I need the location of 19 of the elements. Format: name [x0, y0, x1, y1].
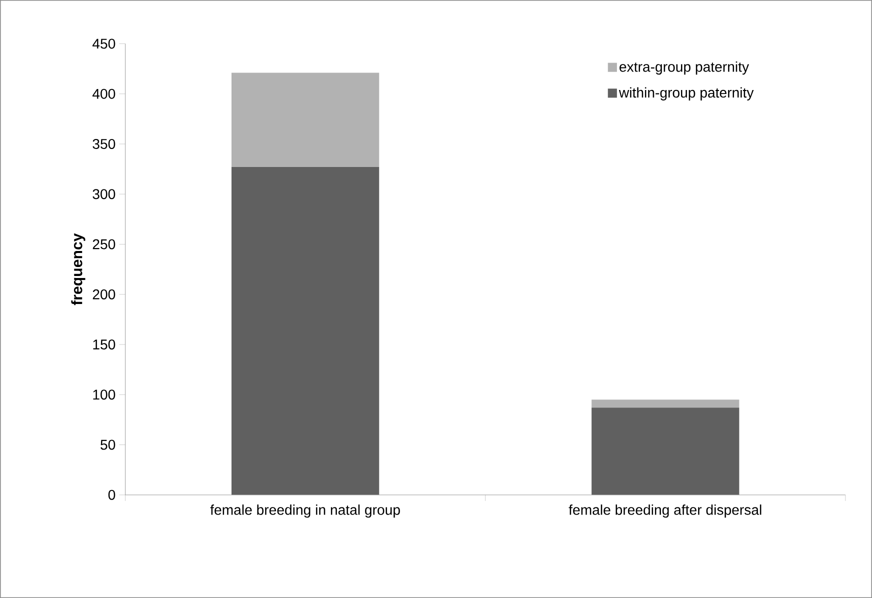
y-tick-label: 350 — [92, 138, 116, 149]
x-tick-label: female breeding in natal group — [210, 504, 400, 518]
bar — [592, 400, 740, 408]
y-axis-title: frequency — [71, 233, 86, 306]
y-tick-label: 100 — [93, 390, 116, 400]
bar — [232, 72, 380, 168]
y-tick-label: 150 — [93, 339, 116, 350]
y-tick-label: 200 — [92, 289, 116, 300]
y-tick-label: 0 — [108, 490, 116, 500]
y-tick-label: 450 — [92, 38, 116, 49]
y-tick-label: 50 — [100, 440, 116, 450]
x-tick-label: female breeding after dispersal — [568, 504, 762, 518]
legend-label: within-group paternity — [618, 87, 754, 100]
legend-label: extra-group paternity — [620, 61, 750, 75]
bar — [232, 167, 380, 495]
y-tick-label: 300 — [92, 189, 116, 200]
y-tick-label: 400 — [92, 88, 116, 99]
y-tick-label: 250 — [92, 239, 116, 250]
bar — [592, 408, 740, 495]
